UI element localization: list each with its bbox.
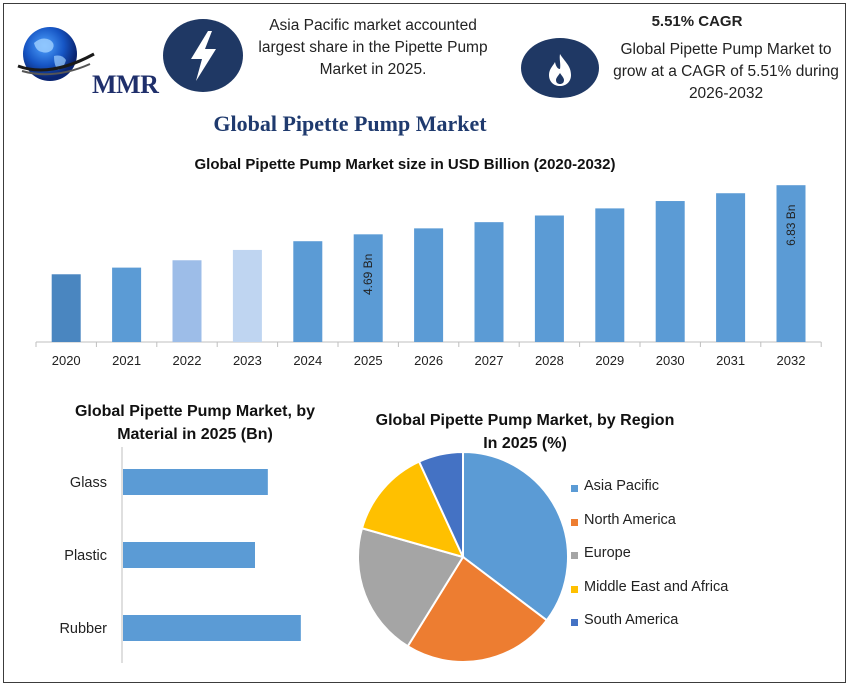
pie-slice-north-america: [406, 555, 549, 663]
mmr-logo: MMR: [14, 18, 159, 99]
pie-slice-middle-east-and-africa: [360, 460, 465, 559]
bar-2022: [172, 260, 202, 342]
data-label: 6.83 Bn: [784, 205, 798, 246]
legend-swatch: [571, 518, 578, 526]
bar-2028: [534, 215, 564, 342]
pie-slice-south-america: [417, 450, 464, 558]
y-tick-label: Rubber: [59, 621, 107, 637]
cagr-info: Global Pipette Pump Market to grow at a …: [613, 41, 839, 102]
x-tick-label: 2030: [656, 353, 685, 368]
lightning-bolt-icon: [163, 19, 243, 92]
region-chart-title: Global Pipette Pump Market, by Region In…: [375, 412, 675, 452]
bar-2023: [232, 249, 262, 342]
cagr-title: 5.51% CAGR: [651, 13, 743, 30]
bar-2021: [112, 267, 142, 342]
data-label: 4.69 Bn: [361, 254, 375, 295]
x-tick-label: 2023: [233, 353, 262, 368]
y-tick-label: Glass: [70, 475, 107, 491]
hbar-plastic: [123, 542, 255, 568]
hbar-glass: [123, 469, 268, 495]
legend-swatch: [571, 619, 578, 626]
bar-2031: [716, 193, 746, 342]
legend-label: North America: [584, 511, 676, 528]
x-tick-label: 2021: [112, 353, 141, 368]
bar-2025: [353, 234, 383, 342]
bar-2029: [595, 208, 625, 342]
x-tick-label: 2032: [777, 353, 806, 368]
bar-2032: [776, 185, 806, 342]
region-pie-chart: [357, 450, 569, 663]
bar-2030: [655, 201, 685, 342]
legend-swatch: [571, 585, 578, 593]
x-tick-label: 2028: [535, 353, 564, 368]
logo-text: MMR: [92, 70, 159, 99]
hbar-rubber: [123, 615, 301, 641]
legend-label: Asia Pacific: [584, 478, 659, 494]
x-tick-label: 2027: [475, 353, 504, 368]
legend-swatch: [571, 485, 578, 492]
x-tick-label: 2031: [716, 353, 745, 368]
x-tick-label: 2020: [52, 353, 81, 368]
outer-frame: [3, 3, 846, 683]
bar-2026: [414, 228, 444, 342]
x-tick-label: 2026: [414, 353, 443, 368]
asia-pacific-info: Asia Pacific market accounted largest sh…: [258, 17, 488, 78]
bar-2020: [51, 274, 81, 342]
pie-slice-europe: [357, 527, 465, 648]
material-chart-title: Global Pipette Pump Market, by Material …: [74, 403, 316, 443]
x-tick-label: 2025: [354, 353, 383, 368]
globe-icon: [17, 27, 95, 81]
y-tick-label: Plastic: [64, 548, 107, 564]
market-size-bar-chart: 2020 2021 2022 2023 2024 2025 4.69 Bn 2026 2027 2…: [35, 185, 822, 368]
x-tick-label: 2029: [595, 353, 624, 368]
page-title: Global Pipette Pump Market: [213, 111, 487, 136]
material-bar-chart: Glass Plastic Rubber: [59, 447, 301, 663]
flame-icon: [521, 38, 599, 98]
legend-swatch: [571, 552, 578, 559]
pie-slice-asia-pacific: [462, 450, 569, 622]
bar-2027: [474, 222, 504, 342]
x-tick-label: 2024: [293, 353, 322, 368]
bar-2024: [293, 241, 323, 342]
legend-label: South America: [584, 612, 679, 628]
legend-label: Middle East and Africa: [584, 578, 729, 595]
x-tick-label: 2022: [173, 353, 202, 368]
legend-label: Europe: [584, 545, 631, 561]
bar-chart-title: Global Pipette Pump Market size in USD B…: [194, 156, 616, 173]
